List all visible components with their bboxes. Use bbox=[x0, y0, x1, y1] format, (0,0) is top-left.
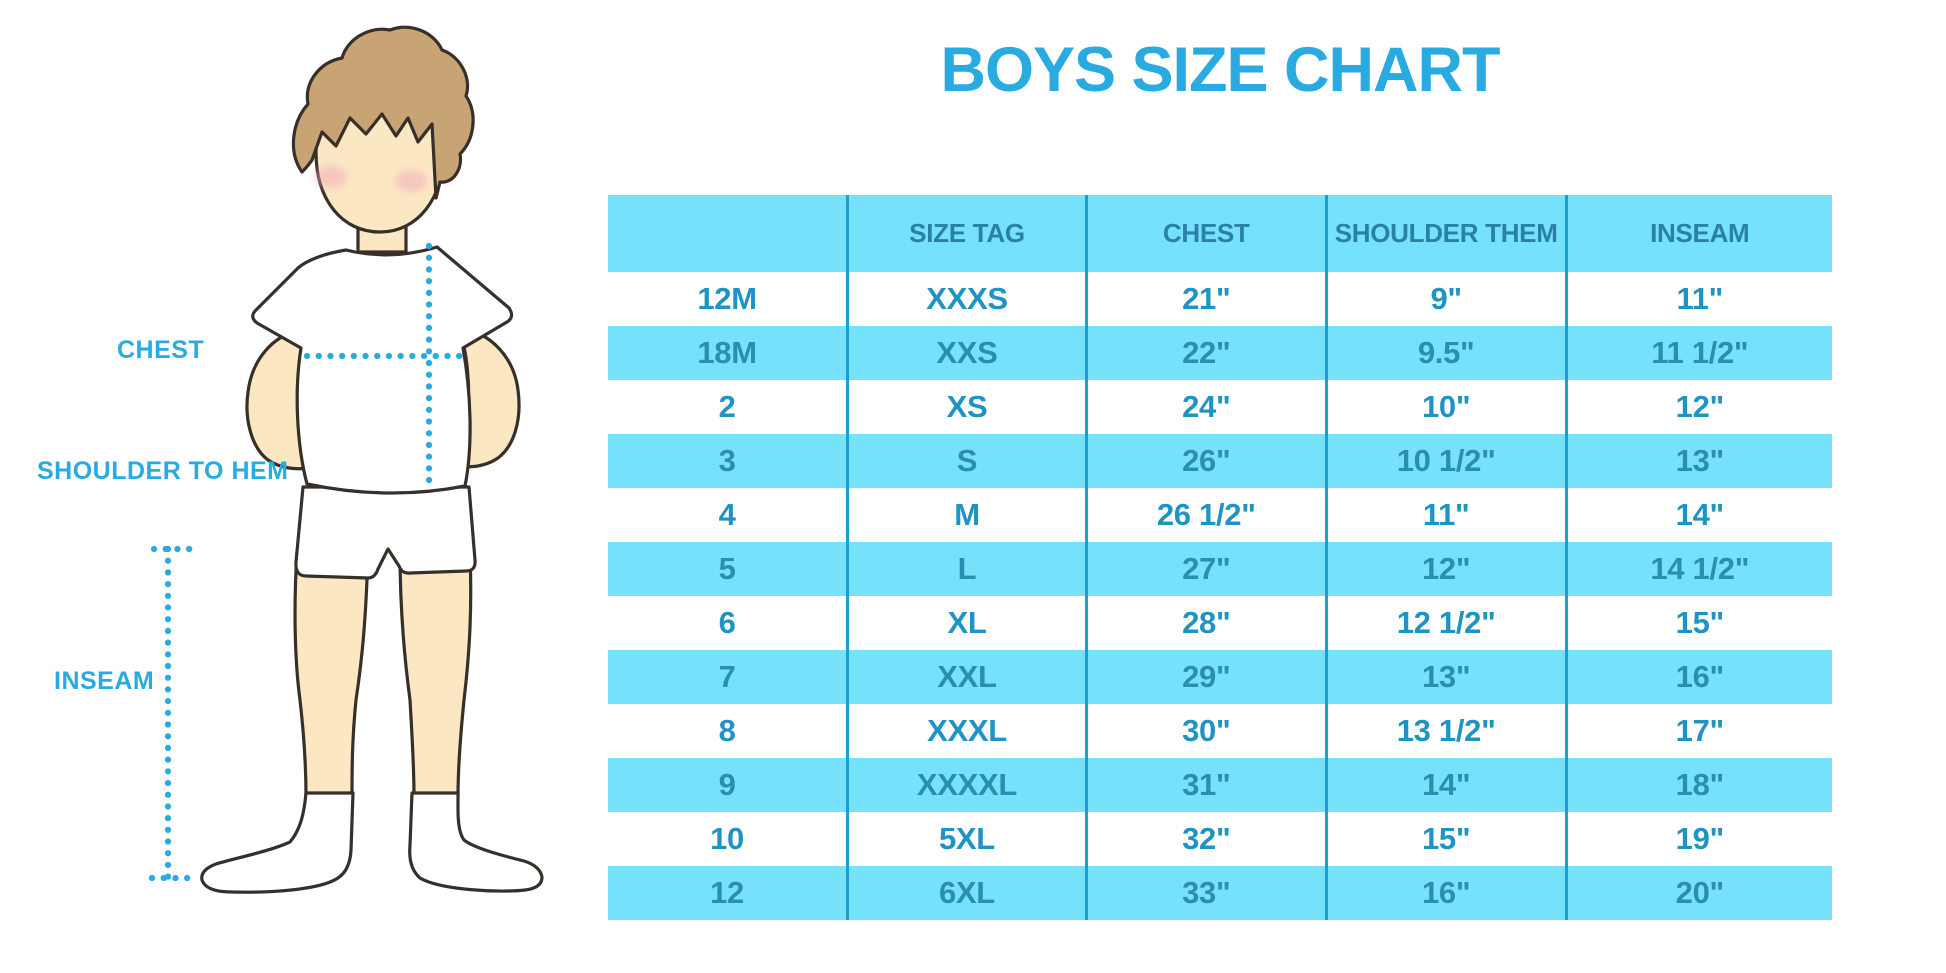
table-cell: 14" bbox=[1675, 497, 1725, 532]
table-cell: 30" bbox=[1088, 704, 1328, 758]
table-cell: 12" bbox=[1327, 542, 1568, 596]
table-cell: 14 1/2" bbox=[1567, 542, 1832, 596]
table-cell: 20" bbox=[1567, 866, 1832, 920]
table-header-cell: SIZE TAG bbox=[849, 195, 1088, 272]
table-header-cell: SHOULDER THEM bbox=[1327, 195, 1568, 272]
right-leg bbox=[398, 550, 473, 798]
table-cell: 11 1/2" bbox=[1567, 326, 1832, 380]
table-cell: 11" bbox=[1676, 281, 1724, 316]
table-cell: 13" bbox=[1327, 650, 1568, 704]
table-cell: 5 bbox=[608, 542, 850, 596]
table-cell: 6XL bbox=[849, 866, 1088, 920]
table-cell: 32" bbox=[1088, 812, 1328, 866]
table-cell: 9 bbox=[608, 758, 850, 812]
boy-measurement-illustration bbox=[148, 25, 544, 894]
table-cell: 10 1/2" bbox=[1327, 434, 1568, 488]
table-header-cell bbox=[608, 195, 850, 272]
table-cell: 9.5" bbox=[1327, 326, 1568, 380]
table-cell: 3 bbox=[608, 434, 850, 488]
table-cell: 18" bbox=[1567, 758, 1832, 812]
inseam-label: INSEAM bbox=[54, 667, 155, 695]
table-cell: 4 bbox=[608, 488, 850, 542]
table-cell: 19" bbox=[1675, 821, 1725, 856]
table-cell: 33" bbox=[1087, 866, 1328, 920]
tshirt bbox=[251, 245, 514, 495]
table-cell: 10" bbox=[1328, 380, 1568, 434]
shorts bbox=[294, 485, 477, 580]
table-header-cell: INSEAM bbox=[1567, 195, 1832, 272]
table-cell: 24" bbox=[1088, 380, 1328, 434]
table-cell: 13 1/2" bbox=[1328, 704, 1568, 758]
size-table: SIZE TAG CHEST SHOULDER THEM INSEAM 12M XXXS 2… bbox=[608, 195, 1832, 920]
table-cell: 31" bbox=[1087, 758, 1328, 812]
table-cell: 22" bbox=[1087, 326, 1328, 380]
table-cell: 16" bbox=[1567, 650, 1832, 704]
table-cell: S bbox=[849, 434, 1088, 488]
table-cell: XXXS bbox=[849, 272, 1088, 326]
table-cell: 21" bbox=[1088, 272, 1328, 326]
table-cell: 12" bbox=[1675, 389, 1725, 424]
table-cell: L bbox=[849, 542, 1088, 596]
table-cell: 28" bbox=[1088, 596, 1328, 650]
table-cell: 10 bbox=[608, 812, 850, 866]
table-cell: 12M bbox=[608, 272, 850, 326]
table-cell: 18M bbox=[608, 326, 850, 380]
left-leg bbox=[293, 550, 370, 798]
table-cell: XL bbox=[849, 596, 1088, 650]
right-sock-foot bbox=[408, 791, 544, 893]
table-cell: 11" bbox=[1328, 488, 1568, 542]
table-cell: 5XL bbox=[849, 812, 1088, 866]
table-cell: 15" bbox=[1675, 605, 1725, 640]
table-header-cell: CHEST bbox=[1087, 195, 1328, 272]
table-cell: 27" bbox=[1087, 542, 1328, 596]
chest-label: CHEST bbox=[117, 336, 205, 364]
left-sock-foot bbox=[200, 791, 355, 894]
table-cell: 17" bbox=[1675, 713, 1725, 748]
table-cell: 6 bbox=[608, 596, 850, 650]
table-cell: 13" bbox=[1567, 434, 1832, 488]
table-cell: 12 1/2" bbox=[1328, 596, 1568, 650]
table-cell: 12 bbox=[608, 866, 850, 920]
table-cell: 29" bbox=[1087, 650, 1328, 704]
right-cheek bbox=[395, 170, 427, 192]
measure-lines bbox=[148, 242, 466, 882]
shoulder-to-hem-label: SHOULDER TO HEM bbox=[37, 457, 289, 485]
table-cell: XXS bbox=[849, 326, 1088, 380]
table-cell: 2 bbox=[608, 380, 850, 434]
table-cell: 15" bbox=[1328, 812, 1568, 866]
table-cell: 9" bbox=[1328, 272, 1568, 326]
table-cell: 7 bbox=[608, 650, 850, 704]
table-cell: 14" bbox=[1327, 758, 1568, 812]
table-cell: 26 1/2" bbox=[1088, 488, 1328, 542]
table-cell: XS bbox=[849, 380, 1088, 434]
table-cell: M bbox=[849, 488, 1088, 542]
left-cheek bbox=[315, 166, 347, 188]
hair bbox=[291, 25, 475, 200]
table-cell: 8 bbox=[608, 704, 850, 758]
table-cell: XXXL bbox=[849, 704, 1088, 758]
table-cell: 26" bbox=[1087, 434, 1328, 488]
table-cell: XXXXL bbox=[849, 758, 1088, 812]
table-cell: XXL bbox=[849, 650, 1088, 704]
page-title: BOYS SIZE CHART bbox=[940, 35, 1500, 105]
table-cell: 16" bbox=[1327, 866, 1568, 920]
